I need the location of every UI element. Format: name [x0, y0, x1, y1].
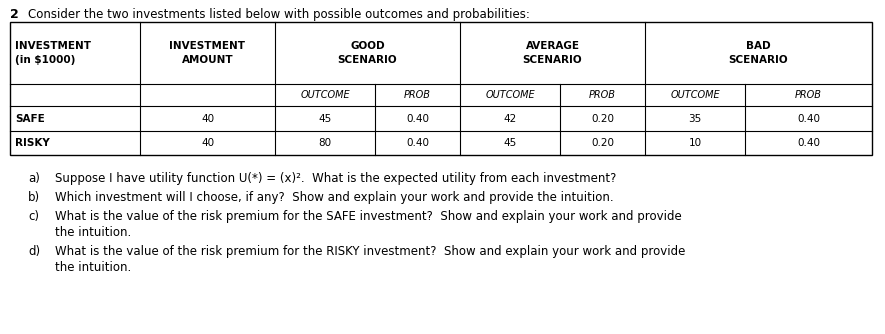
- Text: 0.40: 0.40: [797, 114, 820, 124]
- Text: 0.40: 0.40: [406, 114, 429, 124]
- Text: What is the value of the risk premium for the SAFE investment?  Show and explain: What is the value of the risk premium fo…: [55, 210, 681, 223]
- Text: the intuition.: the intuition.: [55, 261, 131, 274]
- Text: a): a): [28, 172, 40, 185]
- Text: 45: 45: [504, 138, 517, 148]
- Text: PROB: PROB: [589, 90, 616, 100]
- Text: OUTCOME: OUTCOME: [300, 90, 350, 100]
- Text: BAD
SCENARIO: BAD SCENARIO: [728, 41, 789, 64]
- Text: 0.20: 0.20: [591, 114, 614, 124]
- Text: 45: 45: [319, 114, 332, 124]
- Text: Consider the two investments listed below with possible outcomes and probabiliti: Consider the two investments listed belo…: [28, 8, 530, 21]
- Text: 42: 42: [504, 114, 517, 124]
- Text: PROB: PROB: [404, 90, 431, 100]
- Text: 35: 35: [689, 114, 702, 124]
- Text: INVESTMENT
AMOUNT: INVESTMENT AMOUNT: [170, 41, 245, 64]
- Text: 0.40: 0.40: [406, 138, 429, 148]
- Text: 80: 80: [319, 138, 332, 148]
- Text: b): b): [28, 191, 40, 204]
- Text: What is the value of the risk premium for the RISKY investment?  Show and explai: What is the value of the risk premium fo…: [55, 245, 685, 258]
- Text: 2: 2: [10, 8, 19, 21]
- Text: AVERAGE
SCENARIO: AVERAGE SCENARIO: [523, 41, 582, 64]
- Text: 0.20: 0.20: [591, 138, 614, 148]
- Text: 0.40: 0.40: [797, 138, 820, 148]
- Text: c): c): [28, 210, 39, 223]
- Text: PROB: PROB: [795, 90, 822, 100]
- Text: INVESTMENT
(in $1000): INVESTMENT (in $1000): [15, 41, 91, 64]
- Text: SAFE: SAFE: [15, 114, 45, 124]
- Text: RISKY: RISKY: [15, 138, 50, 148]
- Text: the intuition.: the intuition.: [55, 226, 131, 239]
- Text: GOOD
SCENARIO: GOOD SCENARIO: [338, 41, 397, 64]
- Text: 40: 40: [201, 114, 214, 124]
- Text: OUTCOME: OUTCOME: [670, 90, 720, 100]
- Bar: [10, 22, 872, 155]
- Text: OUTCOME: OUTCOME: [485, 90, 535, 100]
- Text: d): d): [28, 245, 40, 258]
- Text: Which investment will I choose, if any?  Show and explain your work and provide : Which investment will I choose, if any? …: [55, 191, 613, 204]
- Text: 10: 10: [689, 138, 702, 148]
- Text: Suppose I have utility function U(*) = (x)².  What is the expected utility from : Suppose I have utility function U(*) = (…: [55, 172, 616, 185]
- Text: 40: 40: [201, 138, 214, 148]
